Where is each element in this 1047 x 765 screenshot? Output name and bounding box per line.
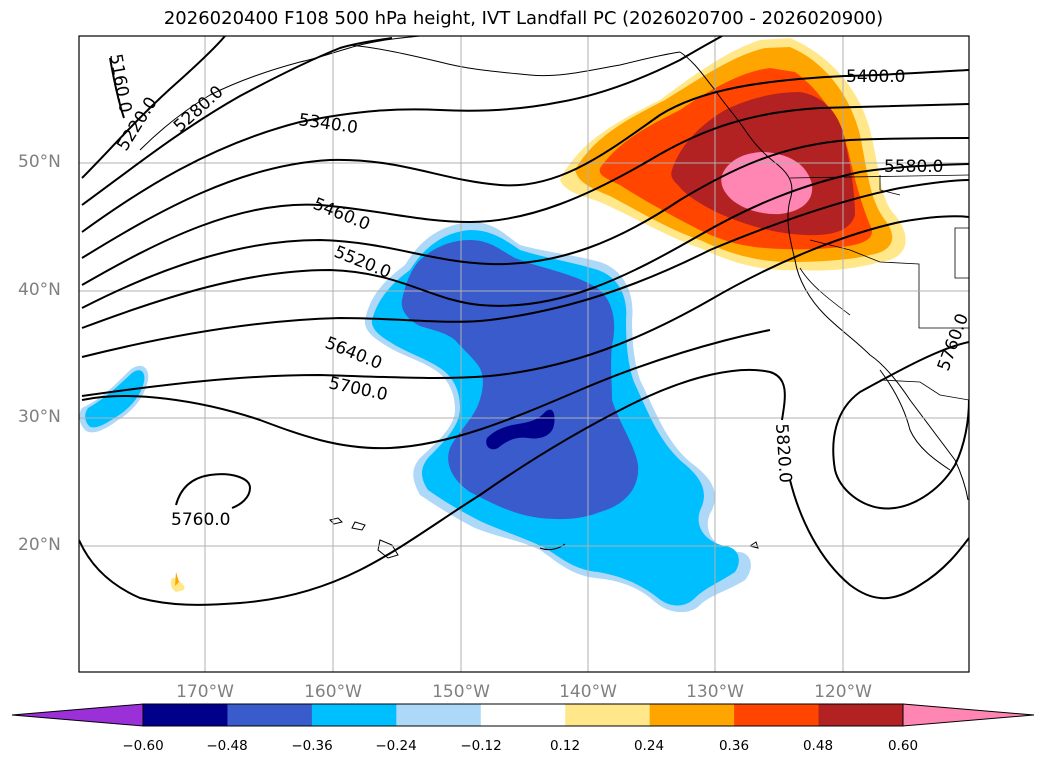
longitude-label: 120°W: [814, 682, 872, 702]
colorbar-segment: [734, 704, 820, 726]
colorbar-tick-label: 0.48: [802, 738, 834, 754]
colorbar-tick-label: −0.24: [375, 738, 417, 754]
contour-label: 5400.0: [846, 67, 905, 87]
colorbar-tick-label: 0.12: [549, 738, 581, 754]
colorbar: [11, 703, 1035, 727]
colorbar-segment: [396, 704, 482, 726]
colorbar-tick-label: 0.36: [718, 738, 750, 754]
coastlines: [139, 36, 969, 559]
contour-label: 5640.0: [322, 333, 385, 374]
map-title: 2026020400 F108 500 hPa height, IVT Land…: [163, 8, 884, 29]
colorbar-segment: [565, 704, 651, 726]
colorbar-segment: [818, 704, 904, 726]
colorbar-tick-label: −0.48: [206, 738, 248, 754]
colorbar-segment: [649, 704, 735, 726]
contour-label: 5460.0: [310, 194, 373, 235]
colorbar-extend-right: [902, 703, 1035, 727]
colorbar-tick-label: 0.60: [887, 738, 919, 754]
colorbar-segment: [143, 704, 228, 726]
negative-ivt-region: [79, 222, 751, 613]
latitude-label: 40°N: [18, 280, 61, 300]
positive-ivt-region: [170, 38, 906, 592]
colorbar-tick-label: −0.12: [460, 738, 502, 754]
latitude-label: 50°N: [18, 152, 61, 172]
colorbar-tick-label: 0.24: [633, 738, 665, 754]
height-contours: [79, 36, 969, 606]
colorbar-segment: [311, 704, 397, 726]
longitude-label: 160°W: [304, 682, 362, 702]
gridlines: [79, 36, 969, 672]
latitude-label: 20°N: [18, 535, 61, 555]
colorbar-segment: [480, 704, 566, 726]
plot-frame: [78, 35, 970, 673]
contour-label: 5760.0: [171, 510, 230, 530]
colorbar-tick-label: −0.60: [122, 738, 164, 754]
colorbar-segment: [227, 704, 313, 726]
contour-label: 5160.0: [105, 52, 135, 114]
longitude-label: 150°W: [432, 682, 490, 702]
contour-label: 5700.0: [327, 373, 389, 405]
colorbar-tick-label: −0.36: [291, 738, 333, 754]
longitude-label: 140°W: [559, 682, 617, 702]
longitude-label: 170°W: [176, 682, 234, 702]
contour-label: 5520.0: [331, 242, 394, 283]
contour-label: 5820.0: [771, 423, 795, 484]
colorbar-extend-left: [11, 703, 144, 727]
longitude-label: 130°W: [686, 682, 744, 702]
latitude-label: 30°N: [18, 407, 61, 427]
contour-label: 5580.0: [884, 157, 943, 177]
